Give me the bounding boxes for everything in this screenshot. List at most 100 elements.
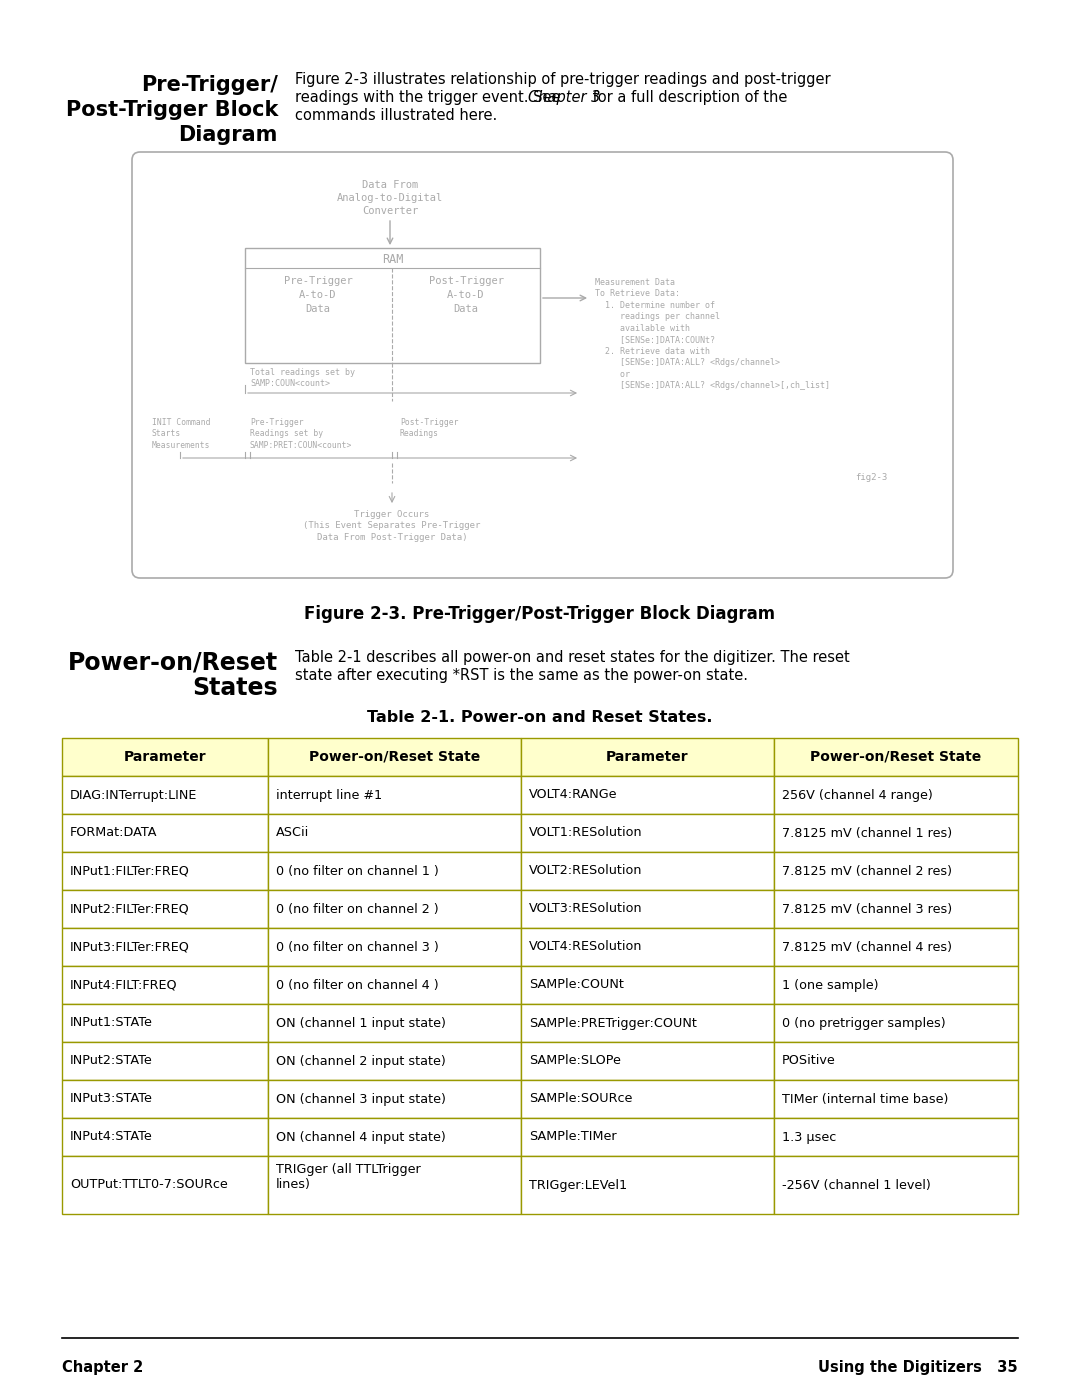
Text: VOLT1:RESolution: VOLT1:RESolution (529, 827, 643, 840)
Bar (62, 1080, 268, 1118)
Text: Power-on/Reset: Power-on/Reset (68, 650, 278, 673)
Bar (774, 1004, 1018, 1042)
Bar (62, 852, 268, 890)
Text: 7.8125 mV (channel 1 res): 7.8125 mV (channel 1 res) (782, 827, 953, 840)
Text: Power-on/Reset State: Power-on/Reset State (309, 750, 480, 764)
Text: for a full description of the: for a full description of the (588, 89, 787, 105)
Text: Chapter 2: Chapter 2 (62, 1361, 144, 1375)
Text: 1 (one sample): 1 (one sample) (782, 978, 879, 992)
Bar (268, 928, 521, 965)
Text: SAMPle:SLOPe: SAMPle:SLOPe (529, 1055, 621, 1067)
Text: 256V (channel 4 range): 256V (channel 4 range) (782, 788, 933, 802)
Text: 0 (no filter on channel 3 ): 0 (no filter on channel 3 ) (275, 940, 438, 954)
Text: INPut3:STATe: INPut3:STATe (70, 1092, 153, 1105)
Text: -256V (channel 1 level): -256V (channel 1 level) (782, 1179, 931, 1192)
Bar (62, 1004, 268, 1042)
Bar (521, 1004, 774, 1042)
Bar (774, 1155, 1018, 1214)
Text: ASCii: ASCii (275, 827, 309, 840)
Bar (521, 1042, 774, 1080)
Text: Figure 2-3 illustrates relationship of pre-trigger readings and post-trigger: Figure 2-3 illustrates relationship of p… (295, 73, 831, 87)
Text: Post-Trigger
Readings: Post-Trigger Readings (400, 418, 459, 439)
Text: Power-on/Reset State: Power-on/Reset State (810, 750, 982, 764)
Bar (774, 965, 1018, 1004)
Text: interrupt line #1: interrupt line #1 (275, 788, 381, 802)
Text: Diagram: Diagram (178, 124, 278, 145)
Bar (62, 965, 268, 1004)
Bar (521, 814, 774, 852)
Bar (268, 1118, 521, 1155)
Bar (521, 928, 774, 965)
Bar (62, 1155, 268, 1214)
Bar (268, 1080, 521, 1118)
Bar (521, 1155, 774, 1214)
Bar (521, 1118, 774, 1155)
Text: readings with the trigger event. See: readings with the trigger event. See (295, 89, 565, 105)
Text: Trigger Occurs
(This Event Separates Pre-Trigger
Data From Post-Trigger Data): Trigger Occurs (This Event Separates Pre… (303, 510, 481, 542)
Text: Pre-Trigger
Readings set by
SAMP:PRET:COUN<count>: Pre-Trigger Readings set by SAMP:PRET:CO… (249, 418, 352, 450)
Bar (62, 1042, 268, 1080)
Bar (268, 965, 521, 1004)
Text: Figure 2-3. Pre-Trigger/Post-Trigger Block Diagram: Figure 2-3. Pre-Trigger/Post-Trigger Blo… (305, 605, 775, 623)
Bar (62, 775, 268, 814)
Text: TRIGger (all TTLTrigger
lines): TRIGger (all TTLTrigger lines) (275, 1162, 420, 1192)
Text: SAMPle:PRETrigger:COUNt: SAMPle:PRETrigger:COUNt (529, 1017, 697, 1030)
Text: Post-Trigger
A-to-D
Data: Post-Trigger A-to-D Data (429, 277, 503, 314)
Text: INPut2:STATe: INPut2:STATe (70, 1055, 152, 1067)
Text: Parameter: Parameter (606, 750, 689, 764)
Bar (521, 775, 774, 814)
Text: States: States (192, 676, 278, 700)
Text: POSitive: POSitive (782, 1055, 836, 1067)
Text: INPut3:FILTer:FREQ: INPut3:FILTer:FREQ (70, 940, 190, 954)
Bar (62, 1118, 268, 1155)
Text: VOLT4:RANGe: VOLT4:RANGe (529, 788, 618, 802)
Text: OUTPut:TTLT0-7:SOURce: OUTPut:TTLT0-7:SOURce (70, 1179, 228, 1192)
Text: FORMat:DATA: FORMat:DATA (70, 827, 158, 840)
Text: INPut1:STATe: INPut1:STATe (70, 1017, 153, 1030)
Text: INPut4:FILT:FREQ: INPut4:FILT:FREQ (70, 978, 177, 992)
Bar (774, 852, 1018, 890)
Text: ON (channel 1 input state): ON (channel 1 input state) (275, 1017, 445, 1030)
Text: VOLT2:RESolution: VOLT2:RESolution (529, 865, 643, 877)
Text: SAMPle:SOURce: SAMPle:SOURce (529, 1092, 632, 1105)
Text: Measurement Data
To Retrieve Data:
  1. Determine number of
     readings per ch: Measurement Data To Retrieve Data: 1. De… (595, 278, 831, 390)
Text: DIAG:INTerrupt:LINE: DIAG:INTerrupt:LINE (70, 788, 198, 802)
Text: VOLT4:RESolution: VOLT4:RESolution (529, 940, 643, 954)
Bar (62, 928, 268, 965)
Text: SAMPle:COUNt: SAMPle:COUNt (529, 978, 624, 992)
Text: 0 (no filter on channel 2 ): 0 (no filter on channel 2 ) (275, 902, 438, 915)
Bar (774, 890, 1018, 928)
Bar (268, 814, 521, 852)
Bar (774, 775, 1018, 814)
Text: Table 2-1 describes all power-on and reset states for the digitizer. The reset: Table 2-1 describes all power-on and res… (295, 650, 850, 665)
Bar (268, 1042, 521, 1080)
Text: ON (channel 3 input state): ON (channel 3 input state) (275, 1092, 445, 1105)
Bar (521, 852, 774, 890)
Text: 1.3 μsec: 1.3 μsec (782, 1130, 837, 1144)
Text: fig2-3: fig2-3 (855, 474, 888, 482)
Text: ON (channel 2 input state): ON (channel 2 input state) (275, 1055, 445, 1067)
Text: commands illustrated here.: commands illustrated here. (295, 108, 497, 123)
Text: Total readings set by
SAMP:COUN<count>: Total readings set by SAMP:COUN<count> (249, 367, 355, 388)
Text: Chapter 3: Chapter 3 (528, 89, 600, 105)
Bar (774, 814, 1018, 852)
Text: VOLT3:RESolution: VOLT3:RESolution (529, 902, 643, 915)
Bar (268, 775, 521, 814)
Text: Pre-Trigger/: Pre-Trigger/ (141, 75, 278, 95)
Bar (62, 890, 268, 928)
Text: Data From
Analog-to-Digital
Converter: Data From Analog-to-Digital Converter (337, 180, 443, 217)
Text: Pre-Trigger
A-to-D
Data: Pre-Trigger A-to-D Data (284, 277, 352, 314)
Text: TIMer (internal time base): TIMer (internal time base) (782, 1092, 948, 1105)
Bar (774, 1080, 1018, 1118)
Text: INPut2:FILTer:FREQ: INPut2:FILTer:FREQ (70, 902, 190, 915)
Text: 0 (no pretrigger samples): 0 (no pretrigger samples) (782, 1017, 946, 1030)
Bar (245, 249, 540, 363)
Text: 0 (no filter on channel 4 ): 0 (no filter on channel 4 ) (275, 978, 438, 992)
Text: 0 (no filter on channel 1 ): 0 (no filter on channel 1 ) (275, 865, 438, 877)
Text: INPut4:STATe: INPut4:STATe (70, 1130, 152, 1144)
Text: 7.8125 mV (channel 2 res): 7.8125 mV (channel 2 res) (782, 865, 953, 877)
Text: INPut1:FILTer:FREQ: INPut1:FILTer:FREQ (70, 865, 190, 877)
Text: 7.8125 mV (channel 4 res): 7.8125 mV (channel 4 res) (782, 940, 953, 954)
Bar (268, 890, 521, 928)
Text: Post-Trigger Block: Post-Trigger Block (66, 101, 278, 120)
